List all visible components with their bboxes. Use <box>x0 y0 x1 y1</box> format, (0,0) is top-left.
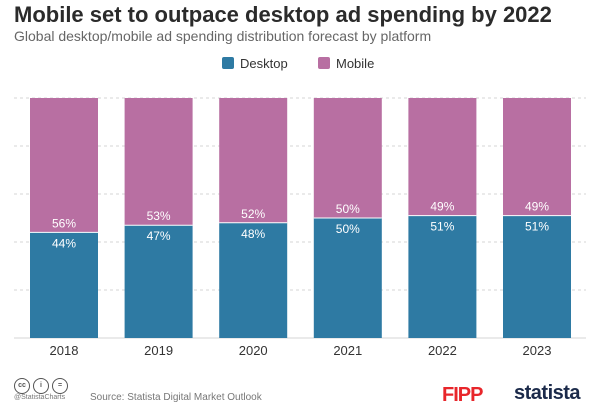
bar-desktop-2021 <box>313 218 382 338</box>
bar-desktop-2018 <box>30 232 98 338</box>
footer: cc i = @StatistaCharts Source: Statista … <box>14 378 586 406</box>
legend-swatch-desktop <box>222 57 234 69</box>
data-label-mobile: 56% <box>52 216 76 230</box>
stacked-bar-chart: 56% 44% 2018 53% 47% 2019 52% 48% 2020 50% 50% 2021… <box>14 97 586 358</box>
data-label-mobile: 50% <box>336 202 360 216</box>
bar-mobile-2023 <box>503 98 571 216</box>
noderivs-icon: = <box>52 378 68 394</box>
x-tick-label: 2018 <box>50 343 79 358</box>
bar-mobile-2021 <box>313 98 382 218</box>
x-tick-label: 2022 <box>428 343 457 358</box>
bar-mobile-2019 <box>124 98 193 226</box>
x-tick-label: 2019 <box>144 343 173 358</box>
data-label-desktop: 51% <box>430 220 454 234</box>
license-icons: cc i = <box>14 378 71 394</box>
bar-desktop-2020 <box>219 222 288 338</box>
data-label-mobile: 49% <box>525 200 549 214</box>
legend-label-mobile: Mobile <box>336 55 375 71</box>
attribution-icon: i <box>33 378 49 394</box>
bar-mobile-2022 <box>408 98 477 216</box>
legend: Desktop Mobile <box>0 54 600 72</box>
x-tick-label: 2020 <box>239 343 268 358</box>
data-label-desktop: 47% <box>147 229 171 243</box>
bar-desktop-2019 <box>124 225 193 338</box>
fipp-logo: FIPP <box>442 384 483 406</box>
data-label-mobile: 49% <box>430 200 454 214</box>
legend-item-mobile: Mobile <box>318 54 374 72</box>
statista-logo: statista <box>514 382 581 404</box>
data-label-desktop: 48% <box>241 227 265 241</box>
data-label-desktop: 50% <box>336 222 360 236</box>
legend-item-desktop: Desktop <box>222 54 288 72</box>
bar-mobile-2020 <box>219 98 288 223</box>
cc-icon: cc <box>14 378 30 394</box>
chart-title: Mobile set to outpace desktop ad spendin… <box>14 2 552 27</box>
legend-label-desktop: Desktop <box>240 55 288 71</box>
x-tick-label: 2023 <box>523 343 552 358</box>
x-tick-label: 2021 <box>333 343 362 358</box>
bar-desktop-2022 <box>408 215 477 338</box>
twitter-handle: @StatistaCharts <box>14 394 66 401</box>
legend-swatch-mobile <box>318 57 330 69</box>
bar-mobile-2018 <box>30 98 98 233</box>
data-label-desktop: 51% <box>525 220 549 234</box>
chart-subtitle: Global desktop/mobile ad spending distri… <box>14 28 432 44</box>
data-label-mobile: 52% <box>241 207 265 221</box>
data-label-mobile: 53% <box>147 209 171 223</box>
source-text: Source: Statista Digital Market Outlook <box>90 392 262 403</box>
bar-desktop-2023 <box>503 215 571 338</box>
data-label-desktop: 44% <box>52 236 76 250</box>
